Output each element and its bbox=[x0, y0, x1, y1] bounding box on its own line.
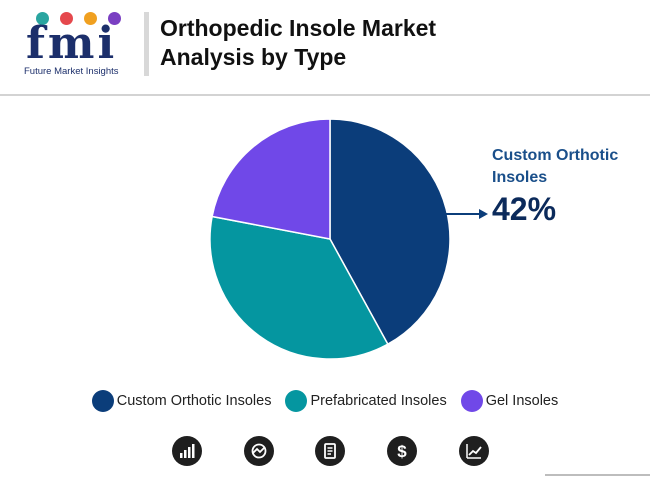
footer-icon-row: $ bbox=[0, 436, 650, 468]
legend-swatch bbox=[285, 390, 308, 412]
legend-item-gel: Gel Insoles bbox=[460, 390, 559, 412]
legend-label: Prefabricated Insoles bbox=[310, 393, 447, 409]
report-icon[interactable] bbox=[315, 436, 345, 466]
logo-dots bbox=[36, 12, 136, 28]
svg-text:$: $ bbox=[397, 442, 407, 460]
bar-chart-icon[interactable] bbox=[172, 436, 202, 466]
pie-slice-prefabricated-insoles bbox=[209, 215, 389, 360]
trend-chart-icon[interactable] bbox=[459, 436, 489, 466]
header: fmi Future Market Insights Orthopedic In… bbox=[0, 0, 650, 96]
pie-callout: Custom Orthotic Insoles 42% bbox=[492, 145, 642, 227]
chart-legend: Custom Orthotic Insoles Prefabricated In… bbox=[0, 390, 650, 412]
callout-value: 42% bbox=[492, 191, 557, 227]
logo-caption: Future Market Insights bbox=[24, 66, 119, 77]
pie-slice-gel-insoles bbox=[211, 118, 331, 240]
logo-text: fmi bbox=[26, 18, 118, 69]
gauge-icon[interactable] bbox=[244, 436, 274, 466]
fmi-logo[interactable]: fmi Future Market Insights bbox=[22, 10, 137, 80]
footer-rule bbox=[545, 474, 650, 476]
logo-dot bbox=[36, 12, 49, 25]
page-title: Orthopedic Insole Market Analysis by Typ… bbox=[160, 15, 437, 70]
pie-chart bbox=[209, 118, 488, 360]
logo-dot bbox=[60, 12, 73, 25]
legend-label: Custom Orthotic Insoles bbox=[116, 393, 272, 409]
legend-item-prefabricated: Prefabricated Insoles bbox=[285, 390, 447, 412]
legend-item-custom-orthotic: Custom Orthotic Insoles bbox=[91, 390, 272, 412]
pie-slice-custom-orthotic-insoles bbox=[329, 118, 451, 346]
dollar-icon[interactable]: $ bbox=[387, 436, 417, 466]
logo-dot bbox=[108, 12, 121, 25]
callout-arrow-head bbox=[479, 209, 488, 219]
header-rule bbox=[0, 94, 650, 96]
callout-label: Custom Orthotic Insoles bbox=[492, 147, 619, 186]
header-divider bbox=[144, 12, 149, 76]
legend-swatch bbox=[460, 390, 483, 412]
legend-label: Gel Insoles bbox=[485, 393, 559, 409]
logo-dot bbox=[84, 12, 97, 25]
legend-swatch bbox=[91, 390, 114, 412]
